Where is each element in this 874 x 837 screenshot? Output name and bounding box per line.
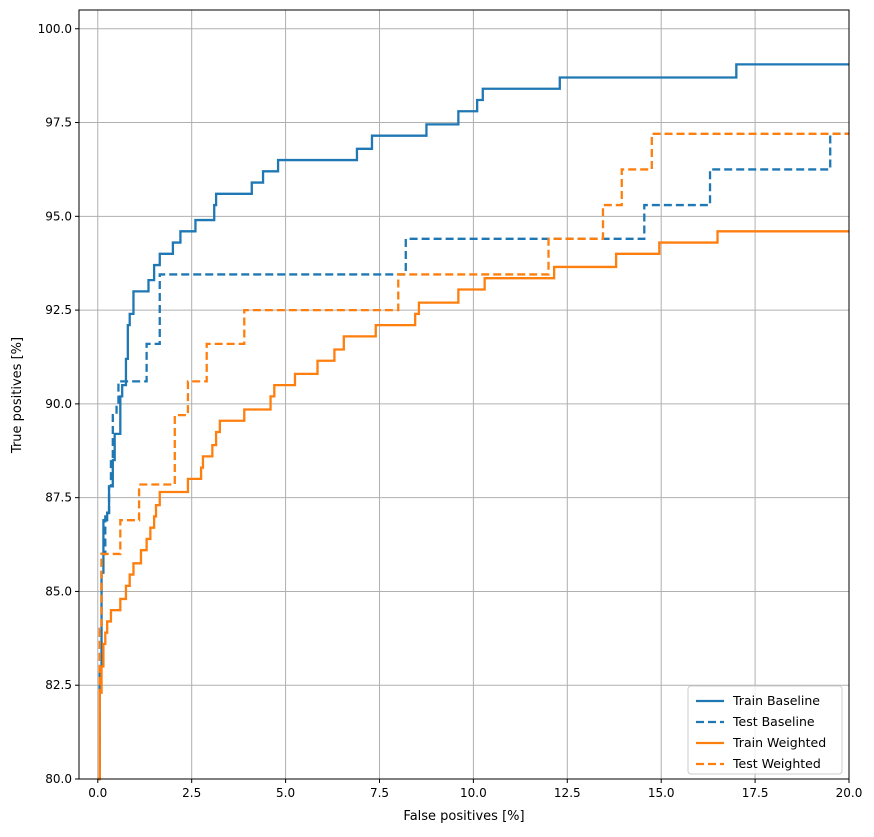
y-tick-label: 87.5 — [45, 491, 72, 505]
x-tick-label: 17.5 — [742, 786, 769, 800]
y-tick-label: 90.0 — [45, 397, 72, 411]
y-tick-label: 85.0 — [45, 584, 72, 598]
x-tick-label: 7.5 — [370, 786, 389, 800]
legend-box — [687, 685, 843, 775]
legend-label: Train Baseline — [732, 693, 820, 708]
ticks: 0.0 2.5 5.0 7.5 10.0 12.5 15.0 17.5 20.0 80.0 82.5… — [38, 22, 863, 800]
y-tick-label: 100.0 — [38, 22, 72, 36]
legend-label: Test Baseline — [732, 714, 815, 729]
x-tick-label: 10.0 — [460, 786, 487, 800]
legend-label: Test Weighted — [732, 756, 821, 771]
series-line-train-baseline — [97, 63, 849, 781]
y-tick-label: 95.0 — [45, 209, 72, 223]
axes-frame — [78, 9, 850, 780]
y-tick-label: 97.5 — [45, 116, 72, 130]
x-tick-label: 0.0 — [88, 786, 107, 800]
x-tick-label: 5.0 — [276, 786, 295, 800]
y-tick-label: 92.5 — [45, 303, 72, 317]
grid — [79, 10, 850, 780]
x-tick-label: 15.0 — [648, 786, 675, 800]
y-axis-label: True positives [%] — [10, 337, 25, 454]
legend: Train Baseline Test Baseline Train Weighte… — [687, 685, 843, 775]
x-tick-label: 12.5 — [554, 786, 581, 800]
x-tick-label: 20.0 — [836, 786, 863, 800]
x-tick-label: 2.5 — [182, 786, 201, 800]
series-line-train-weighted — [97, 230, 849, 781]
series-lines — [97, 63, 849, 781]
y-tick-label: 80.0 — [45, 772, 72, 786]
legend-label: Train Weighted — [732, 735, 826, 750]
y-tick-label: 82.5 — [45, 678, 72, 692]
x-axis-label: False positives [%] — [403, 809, 524, 824]
